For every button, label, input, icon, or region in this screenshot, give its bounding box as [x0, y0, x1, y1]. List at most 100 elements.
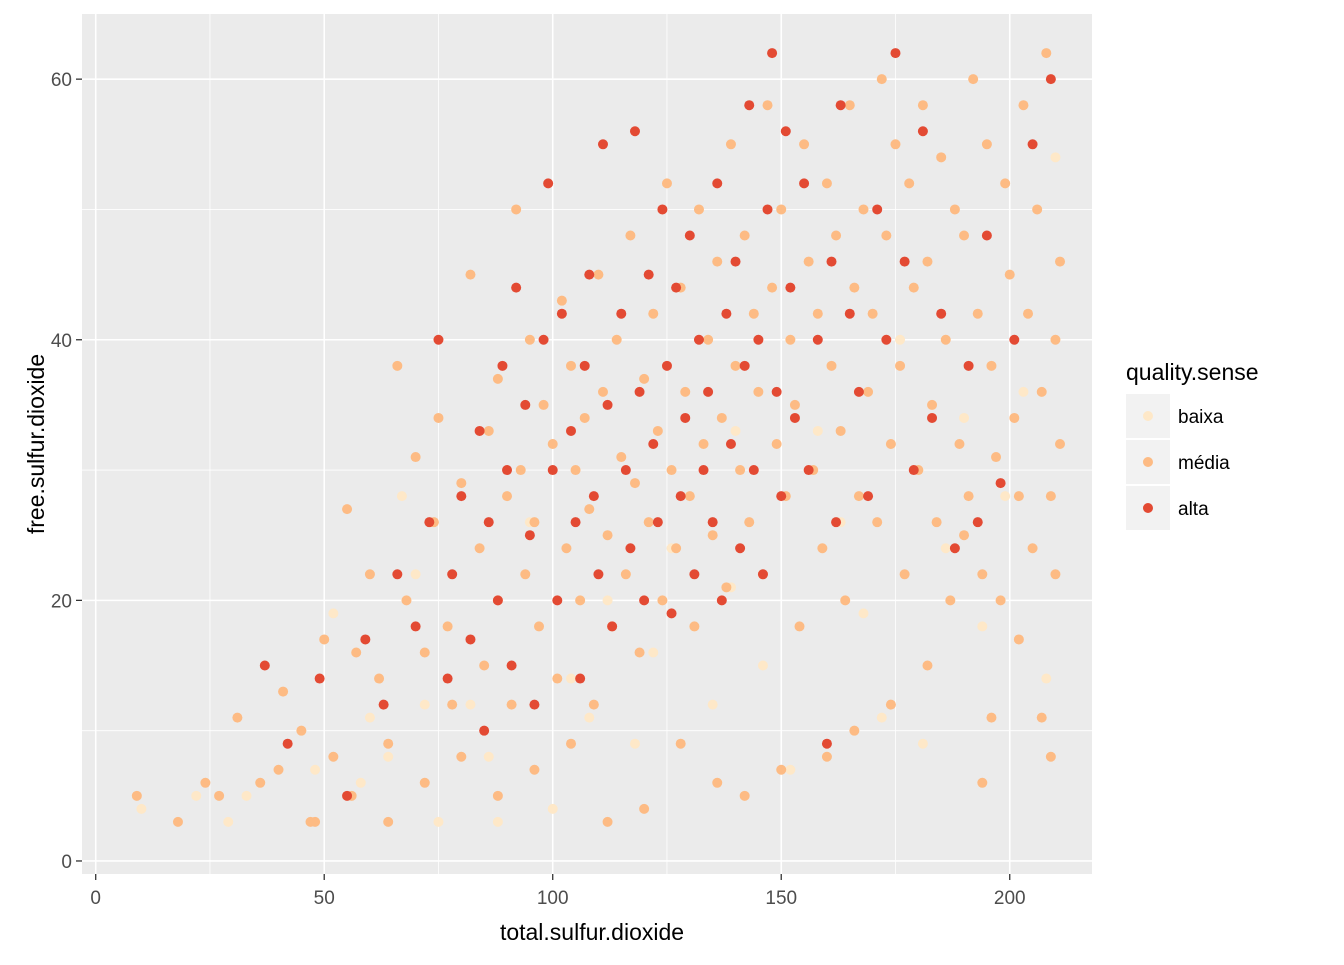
- y-tick-label: 0: [61, 852, 72, 873]
- data-point-média: [579, 412, 590, 423]
- data-point-média: [972, 308, 983, 319]
- data-point-alta: [881, 334, 892, 345]
- data-point-alta: [917, 126, 928, 137]
- data-point-alta: [972, 517, 983, 528]
- data-point-média: [328, 751, 339, 762]
- y-tick-label: 20: [51, 591, 72, 612]
- data-point-alta: [520, 399, 531, 410]
- data-point-alta: [826, 256, 837, 267]
- data-point-baixa: [241, 790, 252, 801]
- data-point-média: [986, 360, 997, 371]
- data-point-média: [789, 399, 800, 410]
- data-point-média: [597, 386, 608, 397]
- data-point-alta: [625, 543, 636, 554]
- data-point-média: [639, 373, 650, 384]
- data-point-média: [881, 230, 892, 241]
- data-point-média: [255, 777, 266, 788]
- data-point-média: [1018, 100, 1029, 111]
- data-point-alta: [753, 334, 764, 345]
- data-point-alta: [771, 386, 782, 397]
- data-point-alta: [579, 360, 590, 371]
- data-point-média: [767, 282, 778, 293]
- data-point-alta: [593, 569, 604, 580]
- data-point-alta: [502, 465, 513, 476]
- data-point-alta: [693, 334, 704, 345]
- data-point-alta: [684, 230, 695, 241]
- legend-keys: baixa média alta: [1126, 394, 1230, 530]
- data-point-alta: [648, 439, 659, 449]
- data-point-alta: [342, 790, 353, 801]
- data-point-baixa: [1041, 673, 1052, 684]
- data-point-baixa: [355, 777, 366, 788]
- data-point-média: [753, 386, 764, 397]
- data-point-média: [949, 204, 960, 215]
- data-point-média: [1050, 334, 1061, 345]
- data-point-alta: [698, 465, 709, 476]
- data-point-baixa: [1000, 491, 1011, 502]
- data-point-alta: [392, 569, 403, 580]
- data-point-média: [927, 399, 938, 410]
- data-point-média: [1027, 543, 1038, 554]
- data-point-alta: [552, 595, 563, 606]
- data-point-alta: [575, 673, 586, 684]
- x-axis-title: total.sulfur.dioxide: [500, 919, 684, 945]
- data-point-baixa: [785, 764, 796, 775]
- data-point-alta: [671, 282, 682, 293]
- data-point-média: [534, 621, 545, 632]
- data-point-baixa: [707, 699, 718, 710]
- data-point-alta: [785, 282, 796, 293]
- data-point-baixa: [629, 738, 640, 749]
- data-point-média: [739, 230, 750, 241]
- data-point-média: [616, 452, 627, 463]
- data-point-baixa: [602, 595, 613, 606]
- data-point-média: [1009, 412, 1020, 423]
- data-point-alta: [936, 308, 947, 319]
- data-point-média: [922, 660, 933, 671]
- data-point-média: [561, 543, 572, 554]
- data-point-alta: [652, 517, 663, 528]
- data-point-alta: [547, 465, 558, 476]
- data-point-alta: [259, 660, 270, 671]
- data-point-média: [785, 334, 796, 345]
- data-point-média: [634, 647, 645, 658]
- data-point-alta: [456, 491, 467, 502]
- data-point-média: [492, 790, 503, 801]
- data-point-média: [821, 178, 832, 189]
- data-point-média: [716, 412, 727, 423]
- data-point-média: [657, 595, 668, 606]
- data-point-média: [821, 751, 832, 762]
- axes: 0 50 100 150 200 0 20 40 60: [51, 70, 1026, 909]
- data-point-média: [890, 139, 901, 150]
- data-point-média: [968, 74, 979, 85]
- data-point-média: [666, 465, 677, 476]
- data-point-média: [735, 465, 746, 476]
- data-point-alta: [776, 491, 787, 502]
- data-point-média: [278, 686, 289, 697]
- data-point-alta: [479, 725, 490, 736]
- data-point-média: [689, 621, 700, 632]
- data-point-alta: [767, 48, 778, 59]
- data-point-média: [511, 204, 522, 215]
- data-point-alta: [543, 178, 554, 189]
- data-point-média: [986, 712, 997, 723]
- data-point-média: [648, 308, 659, 319]
- data-point-média: [739, 790, 750, 801]
- data-point-média: [319, 634, 330, 645]
- data-point-média: [575, 595, 586, 606]
- data-point-alta: [643, 269, 654, 280]
- data-point-alta: [716, 595, 727, 606]
- legend-key-média: [1143, 457, 1153, 467]
- data-point-média: [547, 439, 558, 449]
- plot-panel: [82, 14, 1092, 874]
- data-point-alta: [853, 386, 864, 397]
- data-point-baixa: [584, 712, 595, 723]
- data-point-alta: [981, 230, 992, 241]
- data-point-média: [131, 790, 142, 801]
- x-tick-label: 0: [90, 888, 101, 909]
- data-point-média: [584, 504, 595, 515]
- legend-key-alta: [1143, 503, 1153, 513]
- data-point-média: [566, 738, 577, 749]
- data-point-baixa: [483, 751, 494, 762]
- data-point-média: [351, 647, 362, 658]
